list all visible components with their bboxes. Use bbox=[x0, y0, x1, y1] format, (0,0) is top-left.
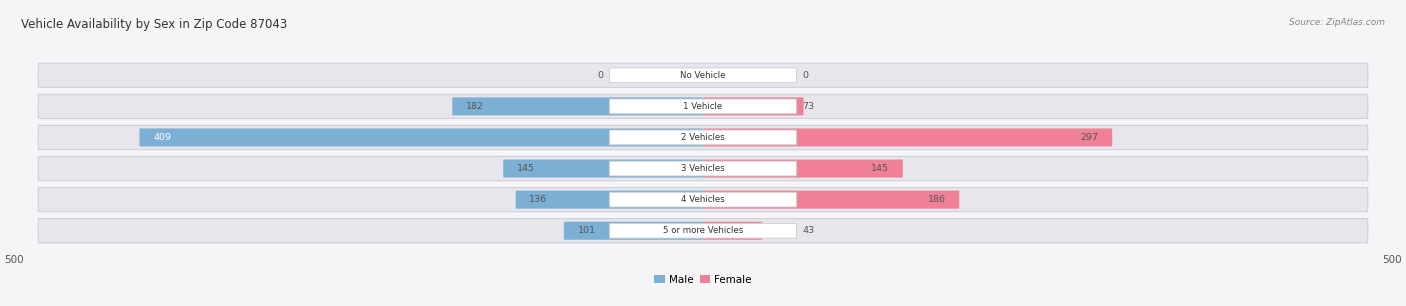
FancyBboxPatch shape bbox=[38, 125, 1368, 150]
Text: No Vehicle: No Vehicle bbox=[681, 71, 725, 80]
FancyBboxPatch shape bbox=[609, 99, 797, 114]
FancyBboxPatch shape bbox=[609, 68, 797, 83]
Text: 186: 186 bbox=[928, 195, 945, 204]
FancyBboxPatch shape bbox=[609, 161, 797, 176]
Text: Vehicle Availability by Sex in Zip Code 87043: Vehicle Availability by Sex in Zip Code … bbox=[21, 18, 287, 31]
FancyBboxPatch shape bbox=[609, 192, 797, 207]
FancyBboxPatch shape bbox=[703, 129, 1112, 147]
FancyBboxPatch shape bbox=[38, 156, 1368, 181]
Text: 0: 0 bbox=[803, 71, 808, 80]
Text: 43: 43 bbox=[803, 226, 814, 235]
Text: 136: 136 bbox=[530, 195, 547, 204]
FancyBboxPatch shape bbox=[38, 63, 1368, 88]
FancyBboxPatch shape bbox=[453, 97, 703, 115]
FancyBboxPatch shape bbox=[516, 191, 703, 209]
Text: 3 Vehicles: 3 Vehicles bbox=[681, 164, 725, 173]
Text: 73: 73 bbox=[803, 102, 814, 111]
Text: 5 or more Vehicles: 5 or more Vehicles bbox=[662, 226, 744, 235]
Text: 297: 297 bbox=[1080, 133, 1098, 142]
Text: 2 Vehicles: 2 Vehicles bbox=[681, 133, 725, 142]
FancyBboxPatch shape bbox=[38, 218, 1368, 243]
FancyBboxPatch shape bbox=[503, 159, 703, 177]
Text: 0: 0 bbox=[598, 71, 603, 80]
Text: Source: ZipAtlas.com: Source: ZipAtlas.com bbox=[1289, 18, 1385, 27]
Text: 182: 182 bbox=[465, 102, 484, 111]
FancyBboxPatch shape bbox=[703, 191, 959, 209]
FancyBboxPatch shape bbox=[703, 97, 804, 115]
FancyBboxPatch shape bbox=[139, 129, 703, 147]
FancyBboxPatch shape bbox=[38, 94, 1368, 118]
Text: 1 Vehicle: 1 Vehicle bbox=[683, 102, 723, 111]
FancyBboxPatch shape bbox=[609, 223, 797, 238]
Text: 145: 145 bbox=[517, 164, 536, 173]
FancyBboxPatch shape bbox=[38, 188, 1368, 212]
FancyBboxPatch shape bbox=[703, 159, 903, 177]
Text: 101: 101 bbox=[578, 226, 596, 235]
Text: 145: 145 bbox=[870, 164, 889, 173]
Text: 409: 409 bbox=[153, 133, 172, 142]
Text: 4 Vehicles: 4 Vehicles bbox=[681, 195, 725, 204]
Legend: Male, Female: Male, Female bbox=[650, 271, 756, 289]
FancyBboxPatch shape bbox=[564, 222, 703, 240]
FancyBboxPatch shape bbox=[703, 222, 762, 240]
FancyBboxPatch shape bbox=[609, 130, 797, 145]
